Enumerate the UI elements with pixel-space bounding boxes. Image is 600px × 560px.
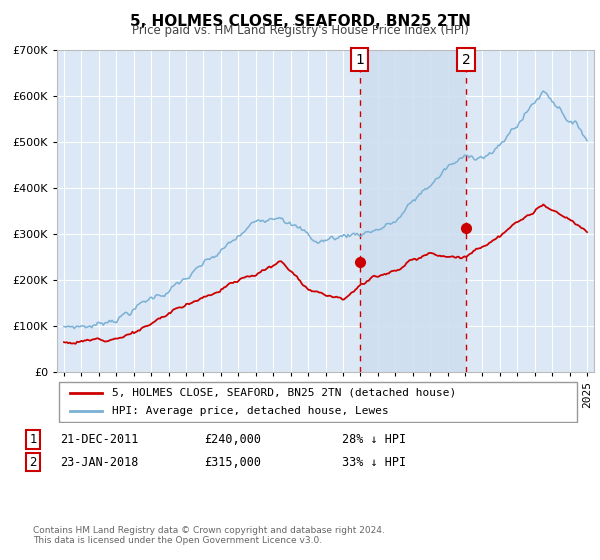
Text: This data is licensed under the Open Government Licence v3.0.: This data is licensed under the Open Gov… bbox=[33, 536, 322, 545]
Text: HPI: Average price, detached house, Lewes: HPI: Average price, detached house, Lewe… bbox=[112, 406, 389, 416]
Text: 28% ↓ HPI: 28% ↓ HPI bbox=[342, 433, 406, 446]
Text: 2: 2 bbox=[461, 53, 470, 67]
Text: 2: 2 bbox=[29, 455, 37, 469]
Text: 5, HOLMES CLOSE, SEAFORD, BN25 2TN (detached house): 5, HOLMES CLOSE, SEAFORD, BN25 2TN (deta… bbox=[112, 388, 457, 398]
Text: 1: 1 bbox=[355, 53, 364, 67]
Text: 21-DEC-2011: 21-DEC-2011 bbox=[60, 433, 139, 446]
Text: £315,000: £315,000 bbox=[204, 455, 261, 469]
Text: 5, HOLMES CLOSE, SEAFORD, BN25 2TN: 5, HOLMES CLOSE, SEAFORD, BN25 2TN bbox=[130, 14, 470, 29]
Text: Price paid vs. HM Land Registry's House Price Index (HPI): Price paid vs. HM Land Registry's House … bbox=[131, 24, 469, 37]
FancyBboxPatch shape bbox=[59, 382, 577, 422]
Text: 23-JAN-2018: 23-JAN-2018 bbox=[60, 455, 139, 469]
Text: 33% ↓ HPI: 33% ↓ HPI bbox=[342, 455, 406, 469]
Text: Contains HM Land Registry data © Crown copyright and database right 2024.: Contains HM Land Registry data © Crown c… bbox=[33, 526, 385, 535]
Bar bbox=[360, 50, 466, 372]
Text: £240,000: £240,000 bbox=[204, 433, 261, 446]
Text: 1: 1 bbox=[29, 433, 37, 446]
